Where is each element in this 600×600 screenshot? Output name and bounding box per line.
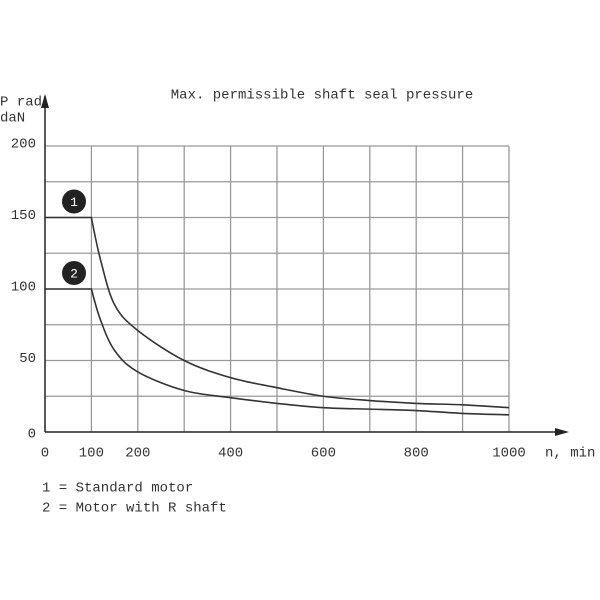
x-tick-label: 100	[79, 446, 104, 462]
legend-entry: 1 = Standard motor	[42, 481, 193, 497]
y-tick-label: 0	[28, 427, 36, 443]
line	[45, 288, 510, 416]
legend-entry: 2 = Motor with R shaft	[42, 501, 227, 517]
x-tick-label: 400	[218, 446, 243, 462]
series-badge	[62, 189, 86, 214]
x-axis-arrow	[555, 428, 569, 436]
series-badge-label: 1	[70, 195, 78, 210]
y-tick-label: 100	[11, 280, 36, 296]
series-badge-label: 2	[70, 266, 78, 281]
x-tick-label: 200	[125, 446, 150, 462]
line	[45, 216, 510, 409]
x-tick-label: 1000	[492, 446, 526, 462]
y-tick-label: 200	[11, 137, 36, 153]
x-tick-label: 800	[404, 446, 429, 462]
series-badge	[62, 261, 86, 285]
x-axis-label: n, min	[545, 446, 595, 462]
y-tick-label: 150	[11, 208, 36, 224]
y-axis-label: P rad	[0, 95, 42, 111]
x-tick-label: 0	[41, 446, 49, 462]
y-tick-label: 50	[19, 351, 36, 367]
x-tick-label: 600	[311, 446, 336, 462]
chart-title: Max. permissible shaft seal pressure	[171, 88, 473, 104]
y-axis-arrow	[41, 94, 49, 108]
y-axis-label: daN	[0, 111, 25, 127]
